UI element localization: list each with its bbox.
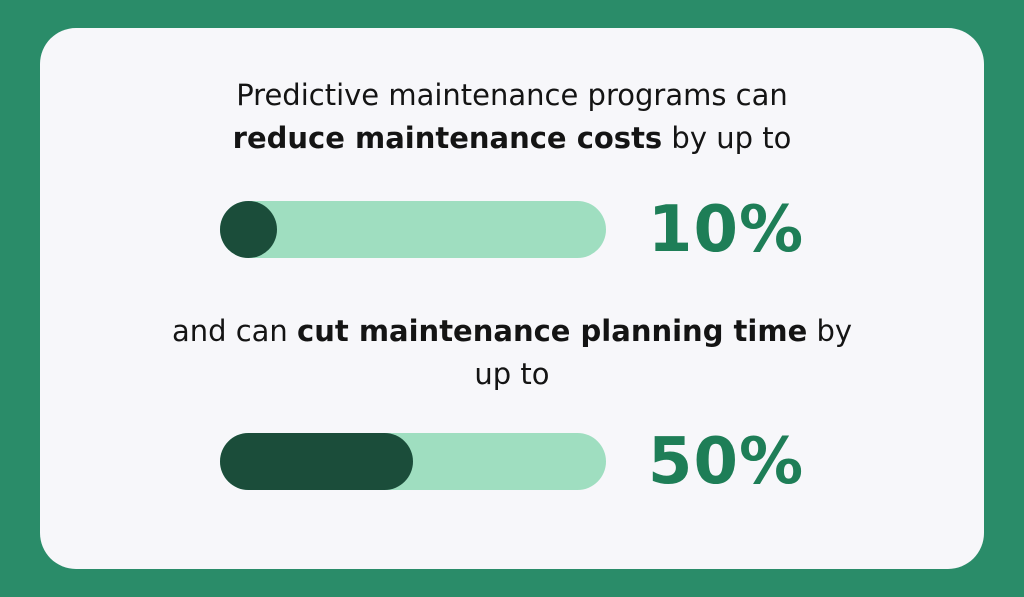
statement1-suffix: by up to: [662, 120, 792, 155]
statement-maintenance-costs: Predictive maintenance programs can redu…: [233, 74, 792, 160]
statement2-line2: up to: [474, 356, 550, 391]
progress-row-planning: 50%: [219, 424, 805, 499]
statement2-prefix: and can: [171, 313, 298, 348]
progress-bar-fill-planning: [219, 433, 413, 491]
infographic-card: Predictive maintenance programs can redu…: [40, 28, 984, 569]
statement2-mid: by: [807, 313, 853, 348]
statement2-bold-phrase: cut maintenance planning time: [297, 313, 808, 348]
percent-value-costs: 10%: [647, 192, 805, 267]
progress-bar-track-costs: [219, 201, 606, 259]
progress-row-costs: 10%: [219, 192, 805, 267]
statement1-line1: Predictive maintenance programs can: [236, 78, 788, 112]
statement-planning-time: and can cut maintenance planning time by…: [172, 310, 852, 396]
progress-bar-fill-costs: [219, 201, 277, 259]
percent-value-planning: 50%: [647, 424, 805, 499]
statement1-bold-phrase: reduce maintenance costs: [232, 120, 663, 155]
progress-bar-track-planning: [219, 433, 606, 491]
